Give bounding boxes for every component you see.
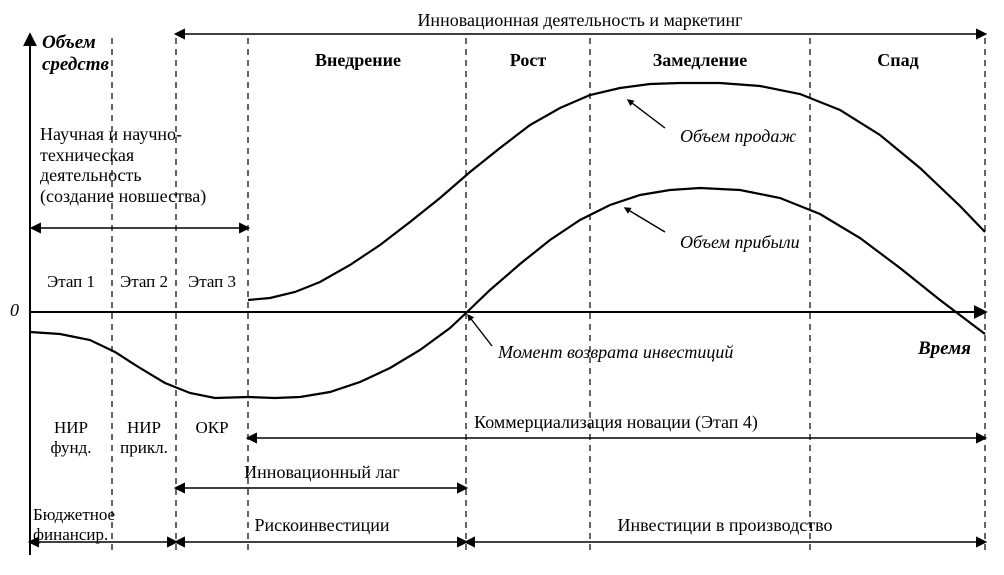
top-header-label: Инновационная деятельность и маркетинг: [417, 10, 742, 31]
phase-slowdown: Замедление: [653, 50, 747, 71]
y-axis-label: Объемсредств: [42, 32, 109, 76]
x-axis-label: Время: [918, 338, 971, 360]
phase-decline: Спад: [877, 50, 918, 71]
phase-implement: Внедрение: [315, 50, 401, 71]
commerce-label: Коммерциализация новации (Этап 4): [474, 412, 758, 433]
stage-1-label: Этап 1: [47, 272, 95, 292]
prod-funding-label: Инвестиции в производство: [618, 515, 833, 536]
risk-funding-label: Рискоинвестиции: [255, 515, 390, 536]
profit-curve-label: Объем прибыли: [680, 232, 800, 253]
okr-label: ОКР: [195, 418, 228, 438]
science-activity-label: Научная и научно-техническаядеятельность…: [40, 124, 206, 207]
sales-curve-label: Объем продаж: [680, 126, 796, 147]
budget-funding-label: Бюджетноефинансир.: [33, 505, 115, 544]
nir-fund-label: НИР фунд.: [50, 418, 91, 457]
stage-2-label: Этап 2: [120, 272, 168, 292]
nir-prikl-label: НИР прикл.: [120, 418, 168, 457]
innovation-lifecycle-diagram: Объемсредств 0 Время Инновационная деяте…: [0, 0, 1004, 575]
zero-label: 0: [10, 300, 19, 321]
roi-label: Момент возврата инвестиций: [498, 342, 733, 363]
lag-label: Инновационный лаг: [244, 462, 400, 483]
stage-3-label: Этап 3: [188, 272, 236, 292]
phase-growth: Рост: [510, 50, 546, 71]
